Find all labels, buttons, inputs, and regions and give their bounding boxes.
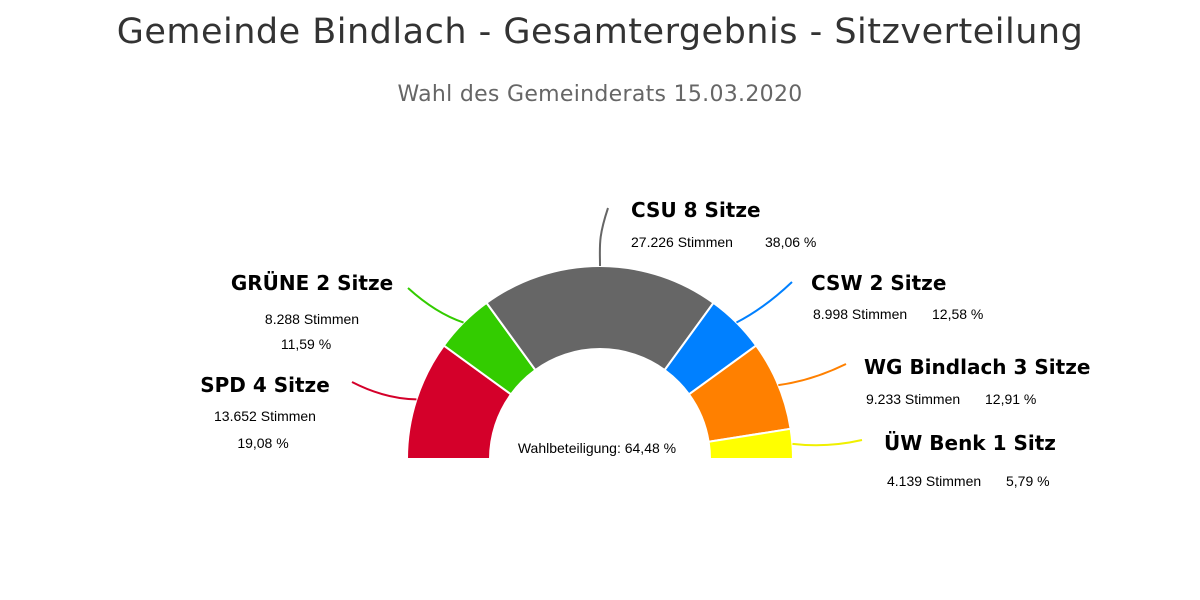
connectors-group: [351, 207, 863, 447]
label-uew-benk-percent: 5,79 %: [1006, 473, 1050, 489]
label-wg-bindlach-votes: 9.233 Stimmen: [866, 391, 960, 407]
connector-wg-bindlach: [778, 363, 847, 387]
label-gruene-seats: GRÜNE 2 Sitze: [231, 271, 393, 295]
label-wg-bindlach-percent: 12,91 %: [985, 391, 1036, 407]
label-csw-seats: CSW 2 Sitze: [811, 271, 946, 295]
labels-group: SPD 4 Sitze 13.652 Stimmen 19,08 % GRÜNE 2 …: [200, 198, 1090, 489]
label-gruene-votes: 8.288 Stimmen: [265, 311, 359, 327]
label-csu-seats: CSU 8 Sitze: [631, 198, 761, 222]
label-uew-benk-votes: 4.139 Stimmen: [887, 473, 981, 489]
label-spd-votes: 13.652 Stimmen: [214, 408, 316, 424]
chart-subtitle: Wahl des Gemeinderats 15.03.2020: [397, 82, 803, 107]
label-spd-percent: 19,08 %: [237, 435, 288, 451]
chart-title: Gemeinde Bindlach - Gesamtergebnis - Sit…: [116, 12, 1084, 52]
connector-spd: [351, 381, 417, 401]
label-spd-seats: SPD 4 Sitze: [200, 373, 330, 397]
connector-csw: [736, 281, 793, 324]
label-uew-benk-seats: ÜW Benk 1 Sitz: [884, 431, 1056, 455]
label-wg-bindlach-seats: WG Bindlach 3 Sitze: [864, 355, 1090, 379]
label-csu-votes: 27.226 Stimmen: [631, 234, 733, 250]
label-csu-percent: 38,06 %: [765, 234, 816, 250]
slices-group: [405, 265, 795, 460]
turnout-label: Wahlbeteiligung: 64,48 %: [518, 440, 676, 456]
slice-uew-benk: [707, 427, 795, 460]
connector-gruene: [407, 287, 464, 324]
label-csw-votes: 8.998 Stimmen: [813, 306, 907, 322]
connector-csu: [598, 207, 609, 267]
label-gruene-percent: 11,59 %: [281, 336, 331, 352]
connector-uew-benk: [792, 439, 863, 447]
label-csw-percent: 12,58 %: [932, 306, 983, 322]
slice-csu: [485, 265, 715, 372]
